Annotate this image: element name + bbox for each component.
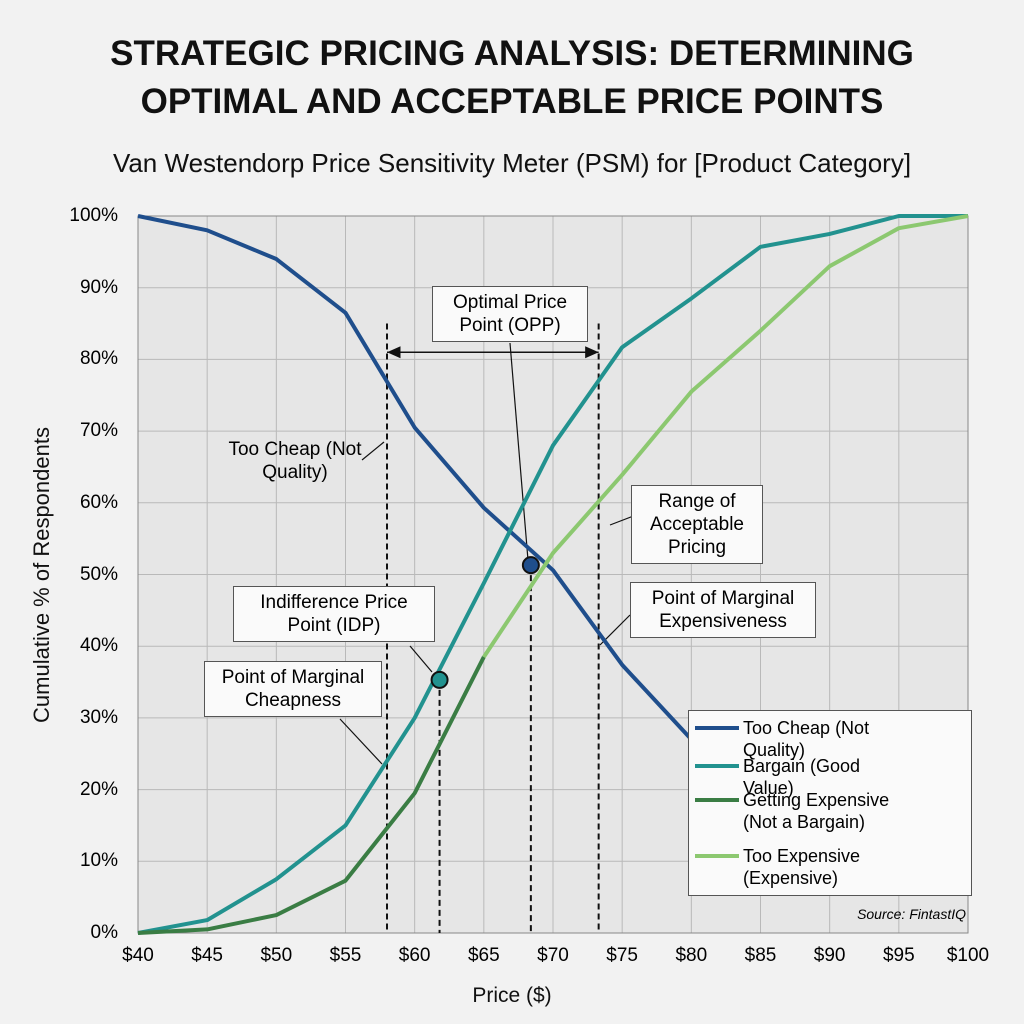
legend-item: Bargain (Good Value)	[695, 755, 967, 799]
legend-label: Too Expensive (Expensive)	[743, 846, 861, 888]
leader-line	[509, 342, 529, 561]
y-tick-label: 40%	[79, 635, 118, 657]
chart-title: STRATEGIC PRICING ANALYSIS: DETERMINING …	[110, 34, 914, 121]
y-tick-label: 20%	[79, 778, 118, 800]
source: Source: FintastIQ	[857, 906, 966, 922]
chart-subtitle: Van Westendorp Price Sensitivity Meter (…	[112, 148, 912, 178]
y-tick-label: 30%	[79, 706, 118, 728]
y-tick-label: 70%	[79, 420, 118, 442]
y-tick-label: 90%	[79, 276, 118, 298]
y-tick-label: 60%	[79, 491, 118, 513]
legend-item: Too Expensive (Expensive)	[695, 845, 967, 889]
y-tick-label: 0%	[90, 922, 118, 943]
legend-label: Getting Expensive (Not a Bargain)	[743, 790, 890, 832]
x-tick-label: $55	[329, 945, 362, 966]
annotation: Optimal Price Point (OPP)	[432, 286, 588, 342]
legend-item: Getting Expensive (Not a Bargain)	[695, 789, 967, 833]
legend: Too Cheap (Not Quality) Bargain (Good Val…	[688, 710, 972, 896]
x-tick-label: $75	[606, 945, 638, 966]
annotation: Point of Marginal Expensiveness	[630, 582, 816, 638]
x-tick-label: $45	[191, 945, 223, 966]
legend-swatch	[695, 726, 739, 730]
point-marker	[430, 670, 449, 689]
x-tick-label: $85	[744, 945, 777, 966]
series-line	[482, 214, 969, 659]
x-tick-label: $90	[813, 945, 846, 966]
y-axis-label: Cumulative % of Respondents	[29, 427, 54, 723]
x-tick-label: $60	[398, 945, 431, 966]
x-tick-label: $80	[675, 945, 708, 966]
x-tick-label: $70	[537, 945, 569, 966]
y-tick-label: 10%	[79, 850, 118, 872]
series-line	[137, 214, 693, 741]
point-marker	[521, 556, 540, 575]
legend-swatch	[695, 798, 739, 802]
legend-label: Bargain (Good Value)	[743, 756, 861, 798]
legend-label: Too Cheap (Not Quality)	[743, 718, 870, 760]
y-tick-label: 80%	[79, 348, 118, 370]
x-tick-label: $65	[467, 945, 500, 966]
x-tick-label: $50	[260, 945, 293, 966]
y-tick-label: 100%	[69, 205, 118, 226]
leader-line	[339, 718, 383, 765]
x-tick-label: $95	[882, 945, 915, 966]
annotation: Indifference Price Point (IDP)	[233, 586, 435, 642]
leader-line	[361, 441, 385, 461]
x-tick-label: $40	[122, 945, 154, 966]
y-tick-label: 50%	[79, 563, 118, 585]
leader-line	[409, 645, 433, 673]
series-line	[137, 656, 486, 935]
x-tick-label: $100	[946, 945, 990, 966]
annotation: Point of Marginal Cheapness	[204, 661, 382, 717]
annotation: Too Cheap (Not Quality)	[228, 439, 362, 483]
legend-swatch	[695, 854, 739, 858]
x-axis-label: Price ($)	[472, 984, 552, 1007]
plot-frame	[137, 215, 969, 934]
series-line	[137, 214, 968, 935]
annotation: Range of Acceptable Pricing	[631, 485, 763, 564]
legend-item: Too Cheap (Not Quality)	[695, 717, 967, 761]
legend-swatch	[695, 764, 739, 768]
